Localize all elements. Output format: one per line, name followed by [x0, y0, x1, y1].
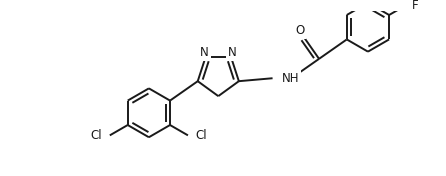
Text: O: O [295, 24, 304, 37]
Text: N: N [227, 46, 236, 59]
Text: Cl: Cl [195, 129, 207, 142]
Text: Cl: Cl [91, 129, 102, 142]
Text: N: N [200, 46, 209, 59]
Text: NH: NH [282, 72, 299, 85]
Text: F: F [412, 0, 419, 12]
